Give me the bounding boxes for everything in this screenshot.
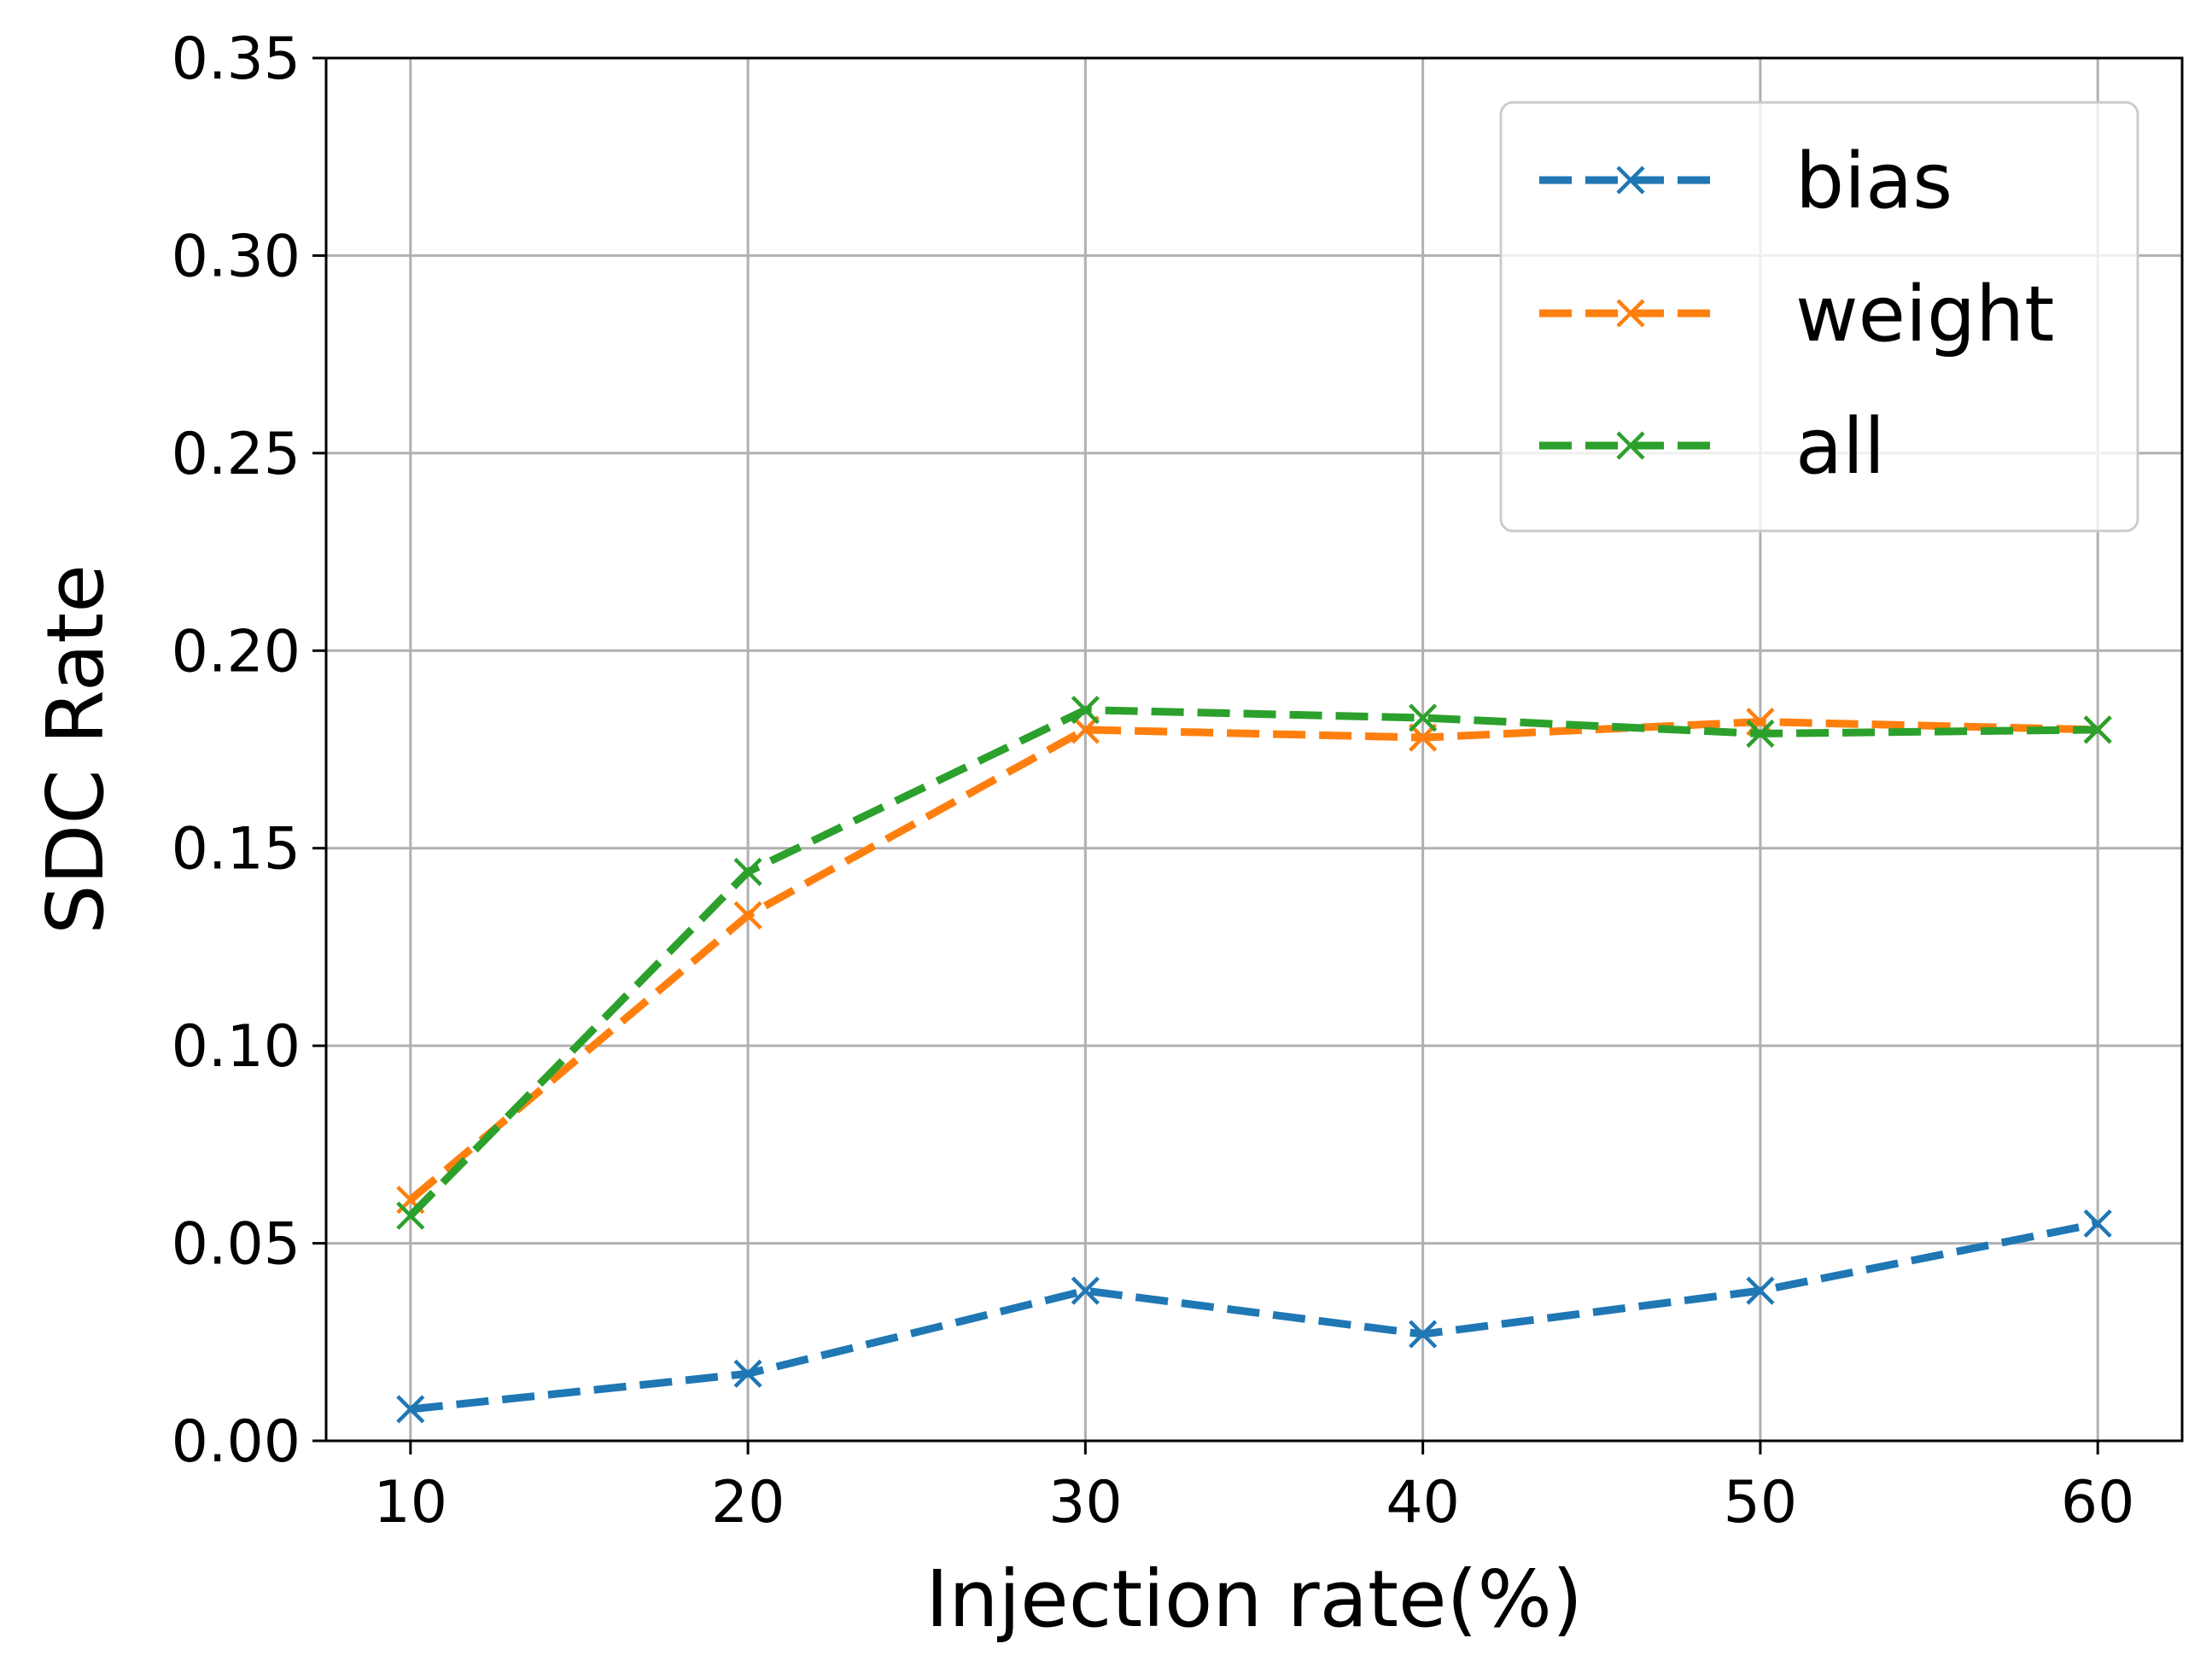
data-point-all [1071, 696, 1100, 725]
series-all [396, 696, 2112, 1230]
x-tick-label: 60 [2061, 1469, 2135, 1536]
y-tick-label: 0.25 [172, 421, 301, 488]
data-point-bias [733, 1359, 762, 1388]
legend-box [1499, 101, 2139, 533]
legend-marker [1616, 299, 1645, 328]
y-tick-label: 0.15 [172, 816, 301, 883]
data-point-all [396, 1201, 425, 1230]
data-point-all [2083, 715, 2112, 744]
data-point-bias [1409, 1320, 1438, 1349]
data-point-bias [1071, 1276, 1100, 1305]
y-tick-label: 0.05 [172, 1211, 301, 1279]
legend-marker [1616, 166, 1645, 195]
legend-item-weight: weight [1539, 270, 2054, 359]
x-tick-label: 30 [1048, 1469, 1123, 1536]
data-point-weight [733, 901, 762, 930]
data-point-all [1409, 703, 1438, 732]
x-axis-label: Injection rate(%) [925, 1554, 1583, 1645]
series-weight [396, 708, 2112, 1215]
series-line-all [407, 706, 2098, 1219]
series-group [396, 696, 2112, 1424]
y-tick-label: 0.10 [172, 1013, 301, 1081]
x-tick-label: 10 [374, 1469, 448, 1536]
plot-frame [324, 56, 2184, 1443]
legend-marker [1616, 431, 1645, 460]
x-tick-label: 20 [711, 1469, 785, 1536]
y-tick-label: 0.00 [172, 1408, 301, 1476]
y-tick-label: 0.20 [172, 618, 301, 685]
legend-item-all: all [1539, 402, 1885, 492]
data-point-bias [1746, 1276, 1775, 1305]
x-tick-label: 40 [1386, 1469, 1460, 1536]
y-axis-label: SDC Rate [30, 564, 121, 935]
legend-item-bias: bias [1539, 137, 1952, 226]
data-point-all [1746, 719, 1775, 749]
data-point-bias [396, 1395, 425, 1424]
axis-tick-labels: 10 20 30 40 50 60 0.00 0.05 0.10 0.15 0.20 0.25 0.30… [172, 26, 2135, 1536]
data-point-all [733, 857, 762, 887]
legend-label: bias [1795, 137, 1952, 226]
series-line-bias [410, 1220, 2099, 1414]
data-point-bias [2083, 1209, 2112, 1239]
legend: bias weight all [1499, 101, 2139, 533]
series-line-weight [407, 718, 2098, 1204]
series-bias [396, 1209, 2112, 1424]
axis-ticks [312, 56, 2099, 1454]
legend-label: all [1795, 402, 1885, 492]
y-tick-label: 0.30 [172, 223, 301, 290]
y-tick-label: 0.35 [172, 26, 301, 93]
x-tick-label: 50 [1724, 1469, 1798, 1536]
legend-label: weight [1795, 270, 2054, 359]
